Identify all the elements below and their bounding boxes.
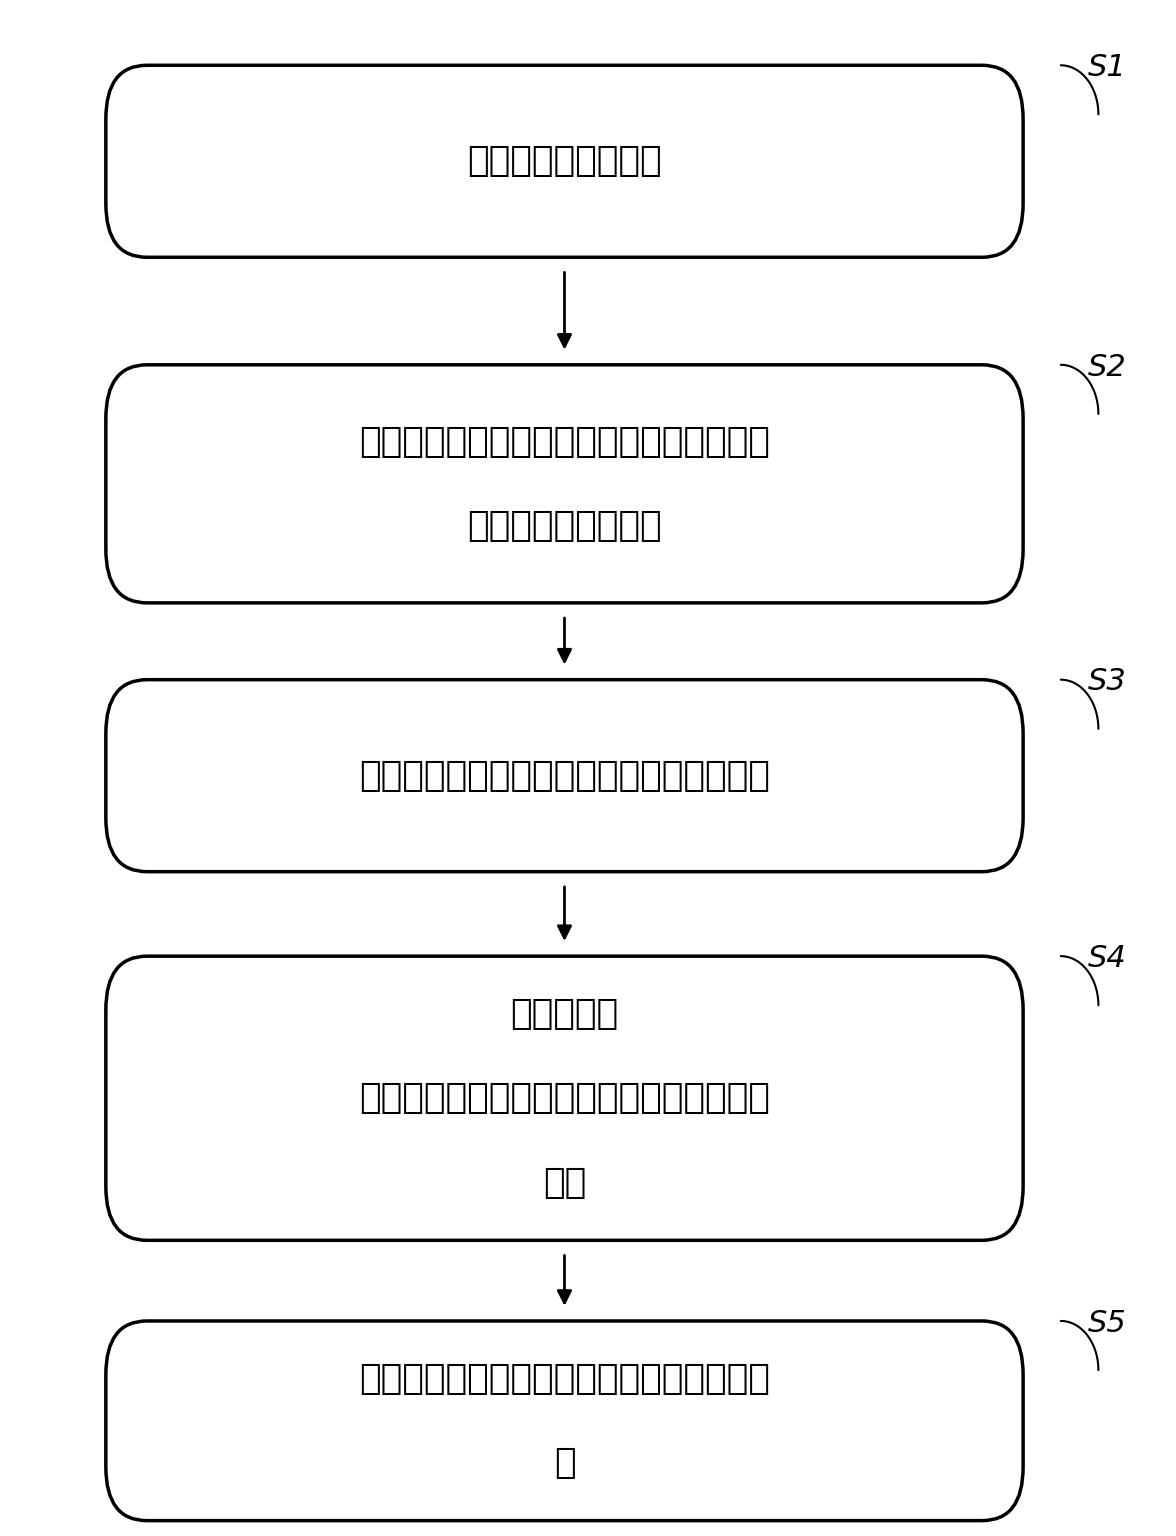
- Text: 从所述三维点云数据中分离出行向点云数据: 从所述三维点云数据中分离出行向点云数据: [359, 759, 770, 793]
- Text: S3: S3: [1088, 668, 1127, 696]
- Text: 利用双目图像重建技术计算所述农作物冠层: 利用双目图像重建技术计算所述农作物冠层: [359, 424, 770, 459]
- FancyBboxPatch shape: [106, 955, 1023, 1241]
- Text: 获取农作物冠层图像: 获取农作物冠层图像: [467, 144, 662, 178]
- Text: S2: S2: [1088, 353, 1127, 381]
- Text: S1: S1: [1088, 52, 1127, 81]
- Text: 数据: 数据: [543, 1166, 586, 1200]
- Text: 图像的三维点云数据: 图像的三维点云数据: [467, 508, 662, 544]
- Text: S5: S5: [1088, 1309, 1127, 1338]
- Text: 向点云数据，计算农作物冠层整齐度的基础: 向点云数据，计算农作物冠层整齐度的基础: [359, 1081, 770, 1115]
- Text: 依据所述基础数据计算农作物冠层整齐度指: 依据所述基础数据计算农作物冠层整齐度指: [359, 1361, 770, 1396]
- Text: S4: S4: [1088, 943, 1127, 972]
- Text: 标: 标: [554, 1445, 575, 1481]
- Text: 依据所述行: 依据所述行: [510, 997, 619, 1031]
- FancyBboxPatch shape: [106, 1321, 1023, 1521]
- FancyBboxPatch shape: [106, 65, 1023, 257]
- FancyBboxPatch shape: [106, 680, 1023, 872]
- FancyBboxPatch shape: [106, 366, 1023, 602]
